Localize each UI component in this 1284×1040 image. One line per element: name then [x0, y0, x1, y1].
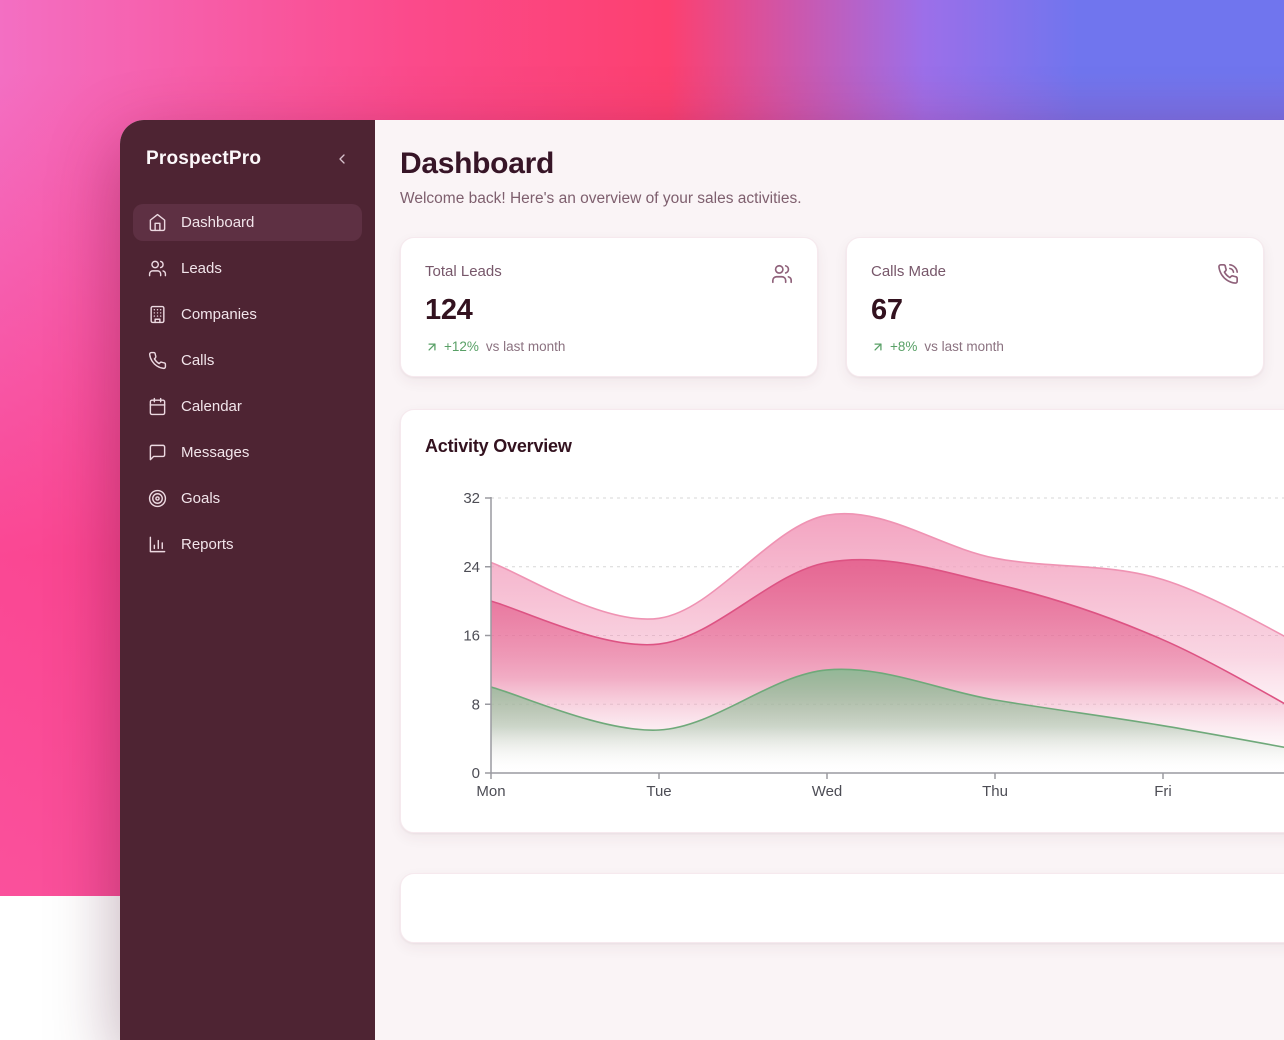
- stat-card-header: Total Leads: [425, 263, 793, 285]
- sidebar-item-label: Leads: [181, 260, 222, 277]
- sidebar-item-label: Messages: [181, 444, 250, 461]
- stat-trend: +12% vs last month: [425, 339, 793, 354]
- phone-icon: [148, 351, 167, 370]
- sidebar-collapse-button[interactable]: [332, 149, 352, 169]
- sidebar-item-reports[interactable]: Reports: [133, 526, 362, 563]
- trend-percent: +8%: [890, 339, 918, 354]
- app-window: ProspectPro Dashboard Leads Companies Calls…: [120, 120, 1284, 1040]
- line-inner-pink-band: [490, 558, 1284, 705]
- users-icon: [148, 259, 167, 278]
- sidebar-item-label: Goals: [181, 490, 221, 507]
- y-tick-label: 0: [472, 765, 480, 782]
- x-tick-label: Fri: [1154, 783, 1172, 800]
- y-tick-label: 8: [472, 696, 480, 713]
- sidebar-item-label: Calendar: [181, 398, 242, 415]
- stats-row: Total Leads 124 +12% vs last month Calls Mad…: [400, 237, 1284, 377]
- users-icon: [771, 263, 793, 285]
- y-tick-label: 24: [463, 559, 480, 576]
- stat-value: 67: [871, 294, 903, 326]
- main-content: Dashboard Welcome back! Here's an overvi…: [375, 120, 1284, 1040]
- sidebar-item-calendar[interactable]: Calendar: [133, 388, 362, 425]
- stat-card-calls-made: Calls Made 67 +8% vs last month: [846, 237, 1264, 377]
- trend-suffix: vs last month: [924, 339, 1004, 354]
- target-icon: [148, 489, 167, 508]
- sidebar-item-dashboard[interactable]: Dashboard: [133, 204, 362, 241]
- bar-chart-icon: [148, 535, 167, 554]
- activity-overview-card: Activity Overview 0 8 16 24 32 Mon Tue Wed Thu Fr…: [400, 409, 1284, 833]
- arrow-up-right-icon: [425, 340, 439, 354]
- sidebar-item-goals[interactable]: Goals: [133, 480, 362, 517]
- x-tick-label: Thu: [982, 783, 1008, 800]
- stat-label: Calls Made: [871, 263, 947, 280]
- area-green-band: [491, 669, 1284, 773]
- phone-call-icon: [1217, 263, 1239, 285]
- x-tick-label: Wed: [812, 783, 843, 800]
- sidebar-header: ProspectPro: [133, 144, 362, 170]
- stat-trend: +8% vs last month: [871, 339, 1239, 354]
- trend-suffix: vs last month: [485, 339, 566, 354]
- x-tick-label: Mon: [476, 783, 505, 800]
- stat-value: 124: [425, 294, 473, 326]
- line-green-band: [490, 668, 1284, 749]
- home-icon: [148, 213, 167, 232]
- building-icon: [148, 305, 167, 324]
- chevron-left-icon: [334, 151, 350, 167]
- partially-visible-card: [400, 873, 1284, 943]
- calendar-icon: [148, 397, 167, 416]
- x-tick-label: Tue: [646, 783, 671, 800]
- sidebar-item-leads[interactable]: Leads: [133, 250, 362, 287]
- trend-percent: +12%: [444, 339, 479, 354]
- sidebar-item-label: Companies: [181, 306, 257, 323]
- sidebar-nav: Dashboard Leads Companies Calls Calendar Mess…: [133, 204, 362, 563]
- sidebar-item-companies[interactable]: Companies: [133, 296, 362, 333]
- sidebar: ProspectPro Dashboard Leads Companies Calls…: [120, 120, 375, 1040]
- message-square-icon: [148, 443, 167, 462]
- activity-area-chart: 0 8 16 24 32 Mon Tue Wed Thu Fri: [463, 490, 1284, 800]
- page-subtitle: Welcome back! Here's an overview of your…: [400, 190, 802, 207]
- stat-label: Total Leads: [425, 263, 502, 280]
- page-title: Dashboard: [400, 147, 554, 180]
- y-tick-label: 16: [463, 628, 480, 645]
- y-tick-label: 32: [463, 490, 480, 507]
- line-outer-pink-band: [490, 513, 1284, 637]
- arrow-up-right-icon: [871, 340, 885, 354]
- stat-card-total-leads: Total Leads 124 +12% vs last month: [400, 237, 818, 377]
- app-logo: ProspectPro: [146, 148, 262, 169]
- chart-title: Activity Overview: [425, 436, 572, 456]
- sidebar-item-messages[interactable]: Messages: [133, 434, 362, 471]
- sidebar-item-label: Reports: [181, 536, 234, 553]
- sidebar-item-calls[interactable]: Calls: [133, 342, 362, 379]
- stat-card-header: Calls Made: [871, 263, 1239, 285]
- sidebar-item-label: Calls: [181, 352, 215, 369]
- sidebar-item-label: Dashboard: [181, 214, 255, 231]
